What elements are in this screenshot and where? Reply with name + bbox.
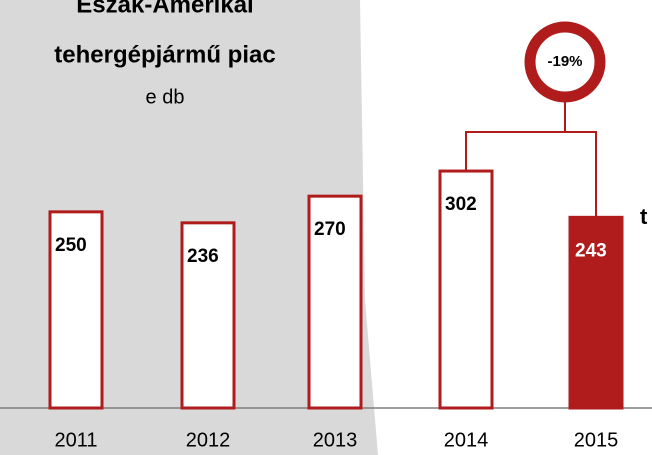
chart-subtitle: e db [146,86,185,108]
value-label: 236 [187,246,219,267]
bar [307,194,363,410]
value-label: 250 [55,235,87,256]
bar [180,221,236,410]
x-tick-label: 2014 [444,429,489,451]
chart-title: tehergépjármű piac [54,41,275,68]
x-tick-label: 2013 [313,429,358,451]
bar [48,210,104,410]
bar [568,215,624,410]
chart-title: Észak-Amerikai [76,0,253,18]
bar [438,169,494,410]
bracket [465,102,597,218]
value-label: 302 [445,194,477,215]
change-label: -19% [547,53,582,70]
cut-text: t [640,204,648,229]
x-tick-label: 2012 [186,429,231,451]
x-tick-label: 2015 [574,429,619,451]
x-tick-label: 2011 [54,429,97,451]
value-label: 243 [575,240,607,261]
change-ring [524,21,606,103]
value-label: 270 [314,219,346,240]
